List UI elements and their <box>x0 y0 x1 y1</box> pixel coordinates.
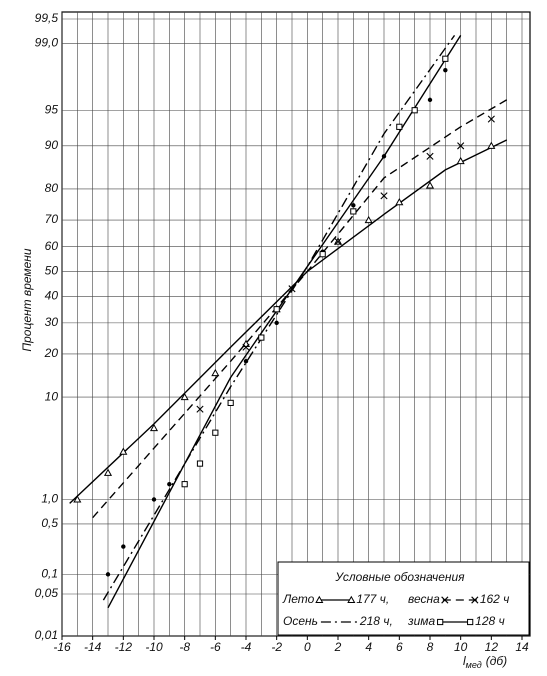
point-marker <box>442 55 449 62</box>
point-marker <box>258 334 265 341</box>
point-marker <box>196 405 204 413</box>
point-marker <box>334 237 342 246</box>
legend: Условные обозначения Лето 177 ч, весна 162 ч… <box>277 561 530 636</box>
y-tick-label: 0,5 <box>41 516 58 530</box>
point-marker <box>119 447 128 455</box>
point-marker <box>151 497 157 502</box>
y-tick-label: 60 <box>45 239 59 253</box>
point-marker <box>105 572 111 577</box>
legend-hours: 128 ч <box>475 614 505 628</box>
y-tick-label: 1,0 <box>41 492 58 506</box>
legend-hours: 177 ч, <box>356 592 389 606</box>
point-marker <box>350 208 357 215</box>
y-tick-label: 90 <box>45 138 59 152</box>
legend-label: Осень <box>283 614 318 628</box>
point-marker <box>73 495 82 503</box>
point-marker <box>149 423 159 432</box>
point-marker <box>167 481 172 487</box>
y-tick-label: 30 <box>45 315 59 329</box>
y-tick-label: 80 <box>45 181 59 195</box>
point-marker <box>351 203 356 208</box>
point-marker <box>471 596 479 604</box>
point-marker <box>396 123 403 130</box>
point-marker <box>243 358 249 364</box>
x-tick-label: 6 <box>396 640 403 654</box>
x-tick-label: -6 <box>210 640 221 654</box>
point-marker <box>487 115 495 123</box>
x-tick-label: -10 <box>145 640 163 654</box>
y-tick-label: 0,1 <box>41 567 58 581</box>
point-marker <box>426 152 434 160</box>
legend-label: весна <box>408 592 440 606</box>
x-tick-label: -8 <box>179 640 190 654</box>
point-marker <box>211 368 220 377</box>
point-marker <box>437 618 444 626</box>
x-tick-label: 0 <box>304 640 311 654</box>
series-line <box>92 99 508 519</box>
y-tick-label: 50 <box>45 264 59 278</box>
x-tick-label: -14 <box>84 640 102 654</box>
plot-frame <box>61 11 531 637</box>
x-tick-label: 8 <box>427 640 434 654</box>
x-tick-label: 2 <box>334 640 342 654</box>
point-marker <box>467 618 474 626</box>
point-marker <box>181 481 188 488</box>
legend-hours: 162 ч <box>480 592 510 606</box>
point-marker <box>180 392 189 401</box>
y-tick-label: 0,05 <box>35 586 59 600</box>
series-line <box>107 34 462 609</box>
point-marker <box>319 251 326 258</box>
point-marker <box>103 468 113 476</box>
point-marker <box>411 107 418 114</box>
point-marker <box>347 595 356 604</box>
x-tick-label: -4 <box>241 640 252 654</box>
series-line <box>102 34 456 601</box>
y-tick-label: 0,01 <box>35 628 58 642</box>
y-axis-label: Процент времени <box>20 248 34 351</box>
point-marker <box>315 595 324 604</box>
point-marker <box>443 67 448 73</box>
legend-hours: 218 ч, <box>359 614 393 628</box>
series-line <box>69 139 507 504</box>
point-marker <box>274 320 279 326</box>
point-marker <box>364 215 373 224</box>
y-tick-label: 99,0 <box>35 36 59 50</box>
point-marker <box>380 192 388 200</box>
point-marker <box>227 399 234 406</box>
x-tick-label: 14 <box>515 640 529 654</box>
x-tick-label: 12 <box>485 640 499 654</box>
point-marker <box>456 156 465 165</box>
point-marker <box>487 141 496 149</box>
point-marker <box>212 429 219 436</box>
x-tick-label: -16 <box>53 640 71 654</box>
point-marker <box>121 544 126 549</box>
y-tick-label: 40 <box>45 288 59 302</box>
point-marker <box>427 97 433 103</box>
point-marker <box>441 596 449 604</box>
x-label-symbol: l <box>463 654 466 668</box>
legend-title: Условные обозначения <box>334 570 465 584</box>
y-tick-label: 10 <box>45 389 59 403</box>
x-label-subscript: мед <box>466 660 482 670</box>
point-marker <box>457 142 465 150</box>
x-tick-label: 10 <box>454 640 468 654</box>
y-tick-label: 70 <box>45 212 59 226</box>
y-tick-label: 95 <box>45 102 59 116</box>
x-tick-label: 4 <box>365 640 372 654</box>
point-marker <box>196 460 204 467</box>
point-marker <box>425 181 435 189</box>
x-tick-label: -2 <box>271 640 282 654</box>
legend-label: Лето <box>282 592 315 606</box>
point-marker <box>273 306 280 313</box>
x-axis-label: lмед (дб) <box>463 654 507 670</box>
x-label-unit: (дб) <box>486 654 507 668</box>
legend-label: зима <box>407 614 435 628</box>
y-tick-label: 99,5 <box>35 11 59 25</box>
y-tick-label: 20 <box>44 346 59 360</box>
x-tick-label: -12 <box>115 640 133 654</box>
point-marker <box>242 343 250 351</box>
point-marker <box>395 198 404 206</box>
